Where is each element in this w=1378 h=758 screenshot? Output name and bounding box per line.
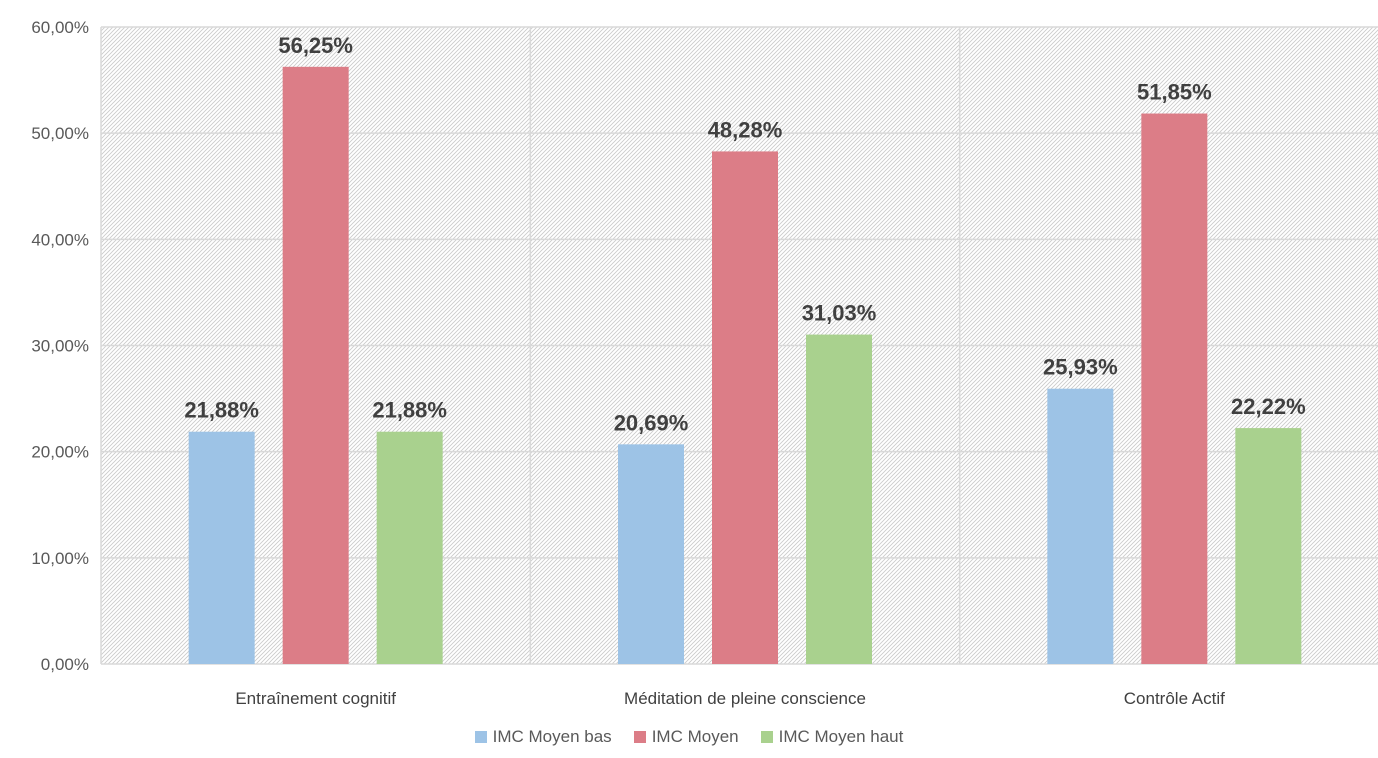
bar-imc-moyen-haut	[1235, 428, 1302, 664]
y-tick-label: 50,00%	[31, 124, 89, 143]
data-label: 20,69%	[614, 410, 689, 435]
data-label: 31,03%	[802, 301, 877, 326]
y-tick-label: 10,00%	[31, 549, 89, 568]
y-tick-label: 30,00%	[31, 337, 89, 356]
y-tick-label: 40,00%	[31, 230, 89, 249]
data-label: 48,28%	[708, 117, 783, 142]
data-label: 21,88%	[372, 398, 447, 423]
legend-item: IMC Moyen haut	[760, 727, 904, 747]
bar-imc-moyen-bas	[188, 431, 255, 664]
x-category-label: Entraînement cognitif	[235, 689, 396, 708]
bar-imc-moyen	[282, 66, 349, 664]
y-tick-label: 60,00%	[31, 18, 89, 37]
data-label: 51,85%	[1137, 80, 1212, 105]
y-tick-label: 0,00%	[41, 655, 89, 674]
legend: IMC Moyen bas IMC Moyen IMC Moyen haut	[0, 722, 1378, 752]
data-label: 21,88%	[184, 398, 259, 423]
legend-swatch	[474, 731, 487, 743]
bar-imc-moyen-bas	[1047, 388, 1114, 664]
data-labels: 21,88% 56,25% 21,88% 20,69% 48,28% 31,03% 25,9…	[184, 33, 1305, 436]
legend-item: IMC Moyen	[633, 727, 739, 747]
bar-imc-moyen-haut	[376, 431, 443, 664]
category-labels: Entraînement cognitif Méditation de plein…	[235, 689, 1225, 708]
x-category-label: Contrôle Actif	[1124, 689, 1225, 708]
data-label: 22,22%	[1231, 394, 1306, 419]
legend-swatch	[633, 731, 646, 743]
legend-swatch	[760, 731, 773, 743]
bar-imc-moyen-bas	[618, 444, 684, 664]
bar-imc-moyen	[1141, 113, 1208, 665]
bars	[188, 66, 1302, 665]
legend-label: IMC Moyen	[651, 727, 739, 746]
y-axis-ticks: 0,00% 10,00% 20,00% 30,00% 40,00% 50,00% 60,00…	[31, 18, 89, 674]
bar-imc-moyen	[712, 151, 778, 664]
legend-label: IMC Moyen haut	[778, 727, 904, 746]
y-tick-label: 20,00%	[31, 443, 89, 462]
legend-label: IMC Moyen bas	[492, 727, 612, 746]
data-label: 56,25%	[278, 33, 353, 58]
data-label: 25,93%	[1043, 355, 1118, 380]
x-category-label: Méditation de pleine conscience	[624, 689, 866, 708]
legend-item: IMC Moyen bas	[474, 727, 612, 747]
bar-imc-moyen-haut	[806, 334, 872, 664]
